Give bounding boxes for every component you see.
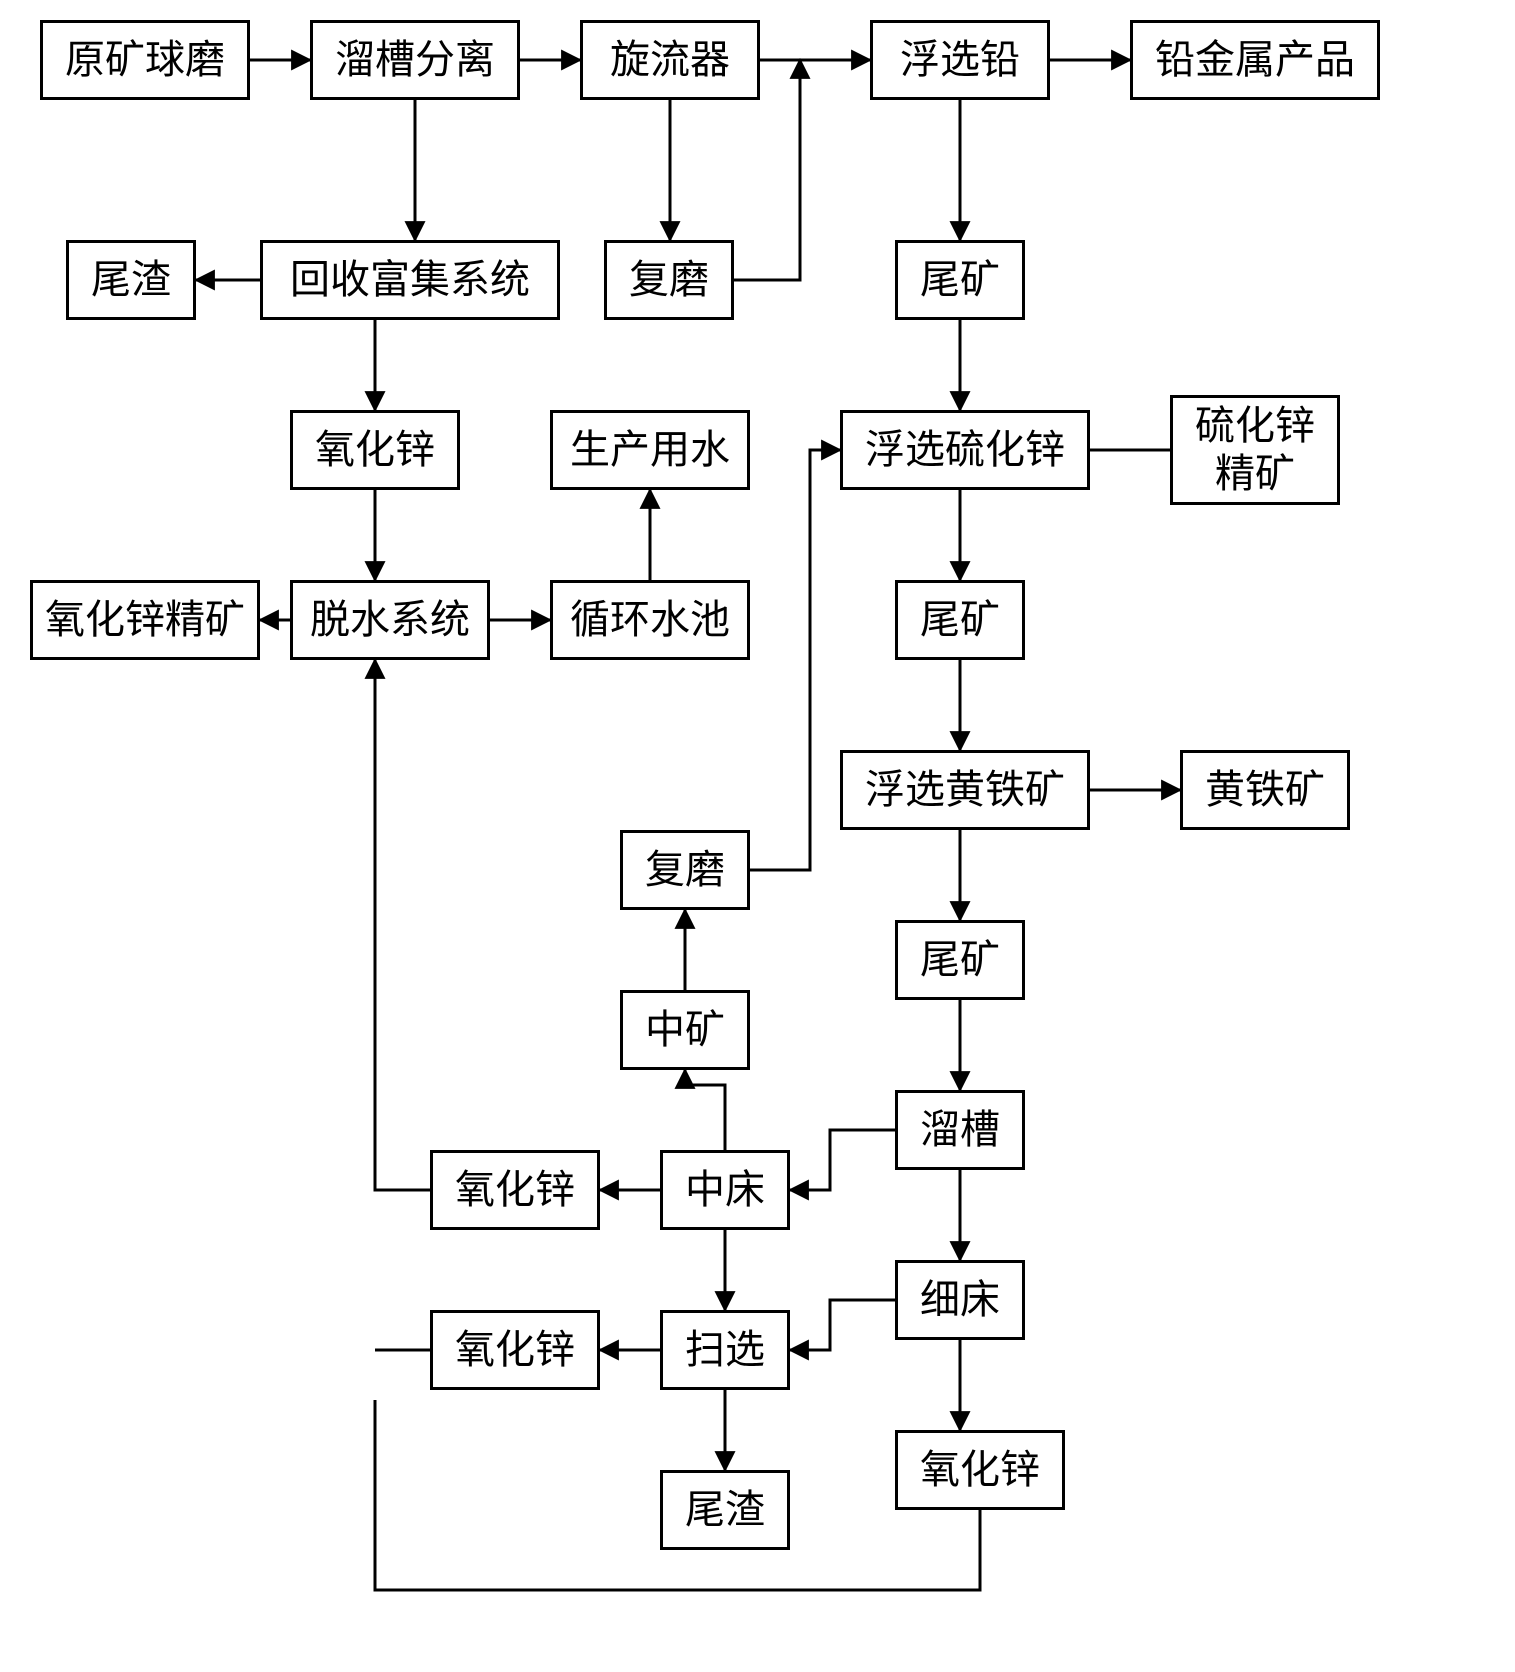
- node-n10: 氧化锌: [290, 410, 460, 490]
- node-label: 氧化锌精矿: [45, 596, 245, 644]
- node-label: 生产用水: [570, 426, 730, 474]
- node-label: 氧化锌: [315, 426, 435, 474]
- node-n18: 浮选黄铁矿: [840, 750, 1090, 830]
- node-label: 扫选: [685, 1326, 765, 1374]
- node-label: 硫化锌精矿: [1181, 402, 1329, 498]
- node-label: 氧化锌: [920, 1446, 1040, 1494]
- node-label: 氧化锌: [455, 1166, 575, 1214]
- node-n4: 浮选铅: [870, 20, 1050, 100]
- edge-n23-n25: [790, 1130, 895, 1190]
- node-label: 尾矿: [920, 596, 1000, 644]
- node-n11: 生产用水: [550, 410, 750, 490]
- node-n13: 硫化锌精矿: [1170, 395, 1340, 505]
- node-label: 复磨: [629, 256, 709, 304]
- node-label: 循环水池: [570, 596, 730, 644]
- node-label: 溜槽分离: [335, 36, 495, 84]
- node-n8: 复磨: [604, 240, 734, 320]
- node-n9: 尾矿: [895, 240, 1025, 320]
- node-label: 浮选铅: [900, 36, 1020, 84]
- node-n26: 细床: [895, 1260, 1025, 1340]
- node-label: 原矿球磨: [65, 36, 225, 84]
- node-label: 浮选黄铁矿: [865, 766, 1065, 814]
- node-n12: 浮选硫化锌: [840, 410, 1090, 490]
- node-n19: 黄铁矿: [1180, 750, 1350, 830]
- node-n14: 氧化锌精矿: [30, 580, 260, 660]
- node-label: 尾矿: [920, 256, 1000, 304]
- edge-n26-n28: [790, 1300, 895, 1350]
- node-label: 中床: [685, 1166, 765, 1214]
- node-label: 旋流器: [610, 36, 730, 84]
- edge-n24-n15: [375, 660, 430, 1190]
- node-label: 黄铁矿: [1205, 766, 1325, 814]
- node-label: 氧化锌: [455, 1326, 575, 1374]
- node-n15: 脱水系统: [290, 580, 490, 660]
- node-n2: 溜槽分离: [310, 20, 520, 100]
- node-n22: 中矿: [620, 990, 750, 1070]
- node-n24: 氧化锌: [430, 1150, 600, 1230]
- node-label: 脱水系统: [310, 596, 470, 644]
- node-n30: 尾渣: [660, 1470, 790, 1550]
- node-label: 中矿: [645, 1006, 725, 1054]
- node-n5: 铅金属产品: [1130, 20, 1380, 100]
- node-label: 回收富集系统: [290, 256, 530, 304]
- node-n17: 尾矿: [895, 580, 1025, 660]
- node-label: 尾渣: [685, 1486, 765, 1534]
- node-n16: 循环水池: [550, 580, 750, 660]
- node-n28: 扫选: [660, 1310, 790, 1390]
- node-label: 细床: [920, 1276, 1000, 1324]
- node-n1: 原矿球磨: [40, 20, 250, 100]
- edge-n20-n12: [750, 450, 840, 870]
- flowchart-edges: [0, 0, 1515, 1672]
- edge-n25-n22: [685, 1070, 725, 1150]
- node-n6: 尾渣: [66, 240, 196, 320]
- node-n3: 旋流器: [580, 20, 760, 100]
- node-label: 铅金属产品: [1155, 36, 1355, 84]
- node-label: 复磨: [645, 846, 725, 894]
- node-n25: 中床: [660, 1150, 790, 1230]
- node-n20: 复磨: [620, 830, 750, 910]
- node-n27: 氧化锌: [430, 1310, 600, 1390]
- node-label: 尾渣: [91, 256, 171, 304]
- node-n21: 尾矿: [895, 920, 1025, 1000]
- node-label: 溜槽: [920, 1106, 1000, 1154]
- node-n7: 回收富集系统: [260, 240, 560, 320]
- node-label: 尾矿: [920, 936, 1000, 984]
- node-n23: 溜槽: [895, 1090, 1025, 1170]
- node-n29: 氧化锌: [895, 1430, 1065, 1510]
- node-label: 浮选硫化锌: [865, 426, 1065, 474]
